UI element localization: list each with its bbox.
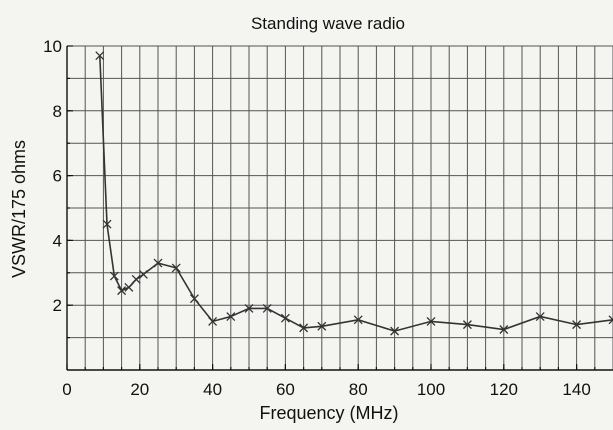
data-point [499, 325, 509, 334]
data-point [608, 315, 613, 325]
x-tick-label: 100 [417, 380, 445, 399]
series-group [95, 51, 613, 336]
data-point [353, 315, 363, 325]
y-tick-label: 10 [43, 37, 62, 56]
data-point [426, 316, 436, 326]
data-point [262, 303, 272, 313]
x-tick-label: 120 [490, 380, 518, 399]
x-tick-label: 140 [562, 380, 590, 399]
data-point [535, 312, 545, 321]
data-point [131, 274, 141, 284]
x-tick-label: 40 [203, 380, 222, 399]
data-point [299, 323, 309, 333]
x-tick-label: 0 [62, 380, 71, 399]
data-point [124, 282, 134, 292]
y-tick-label: 8 [53, 102, 62, 121]
y-tick-label: 6 [53, 167, 62, 186]
data-point [208, 316, 218, 326]
data-point [189, 294, 199, 304]
data-point [462, 320, 472, 330]
series-line [99, 55, 613, 332]
data-point [109, 271, 119, 281]
data-point [244, 303, 254, 313]
data-point [226, 312, 236, 321]
data-point [317, 321, 327, 331]
data-point [102, 219, 112, 229]
x-tick-label: 80 [349, 380, 368, 399]
x-axis-label: Frequency (MHz) [259, 403, 398, 423]
y-tick-label: 4 [53, 231, 62, 250]
ticks: 0 20 40 60 80 100 120 140 2 4 6 8 10 [43, 37, 596, 399]
y-tick-label: 2 [53, 296, 62, 315]
data-point [572, 320, 582, 330]
data-point [171, 263, 181, 273]
data-point [280, 313, 290, 323]
data-point [138, 269, 148, 279]
x-tick-label: 60 [276, 380, 295, 399]
data-point [153, 258, 163, 268]
data-point [390, 326, 400, 336]
x-tick-label: 20 [130, 380, 149, 399]
chart-title: Standing wave radio [251, 14, 405, 33]
data-point [117, 286, 127, 296]
data-point [95, 51, 105, 61]
grid [67, 45, 613, 370]
y-axis-label: VSWR/175 ohms [9, 140, 29, 278]
